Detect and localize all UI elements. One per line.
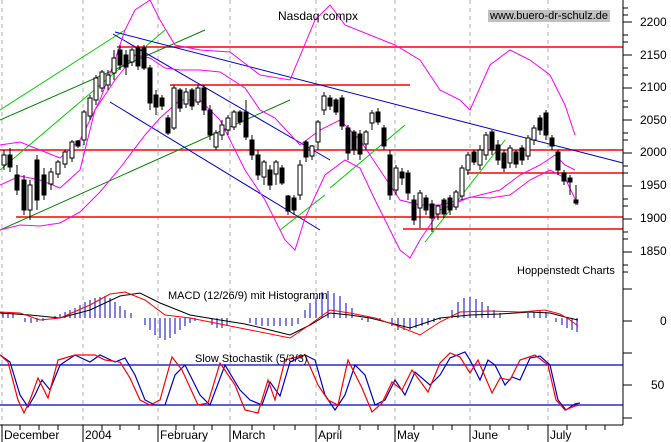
x-tick-june: June: [472, 428, 499, 442]
macd-title: MACD (12/26/9) mit Histogramm: [168, 290, 328, 302]
x-tick-march: March: [232, 428, 266, 442]
y-tick-2200: 2200: [640, 15, 667, 29]
right-axis: [622, 0, 632, 425]
x-tick-may: May: [397, 428, 420, 442]
y-tick-1900: 1900: [640, 211, 667, 225]
y-tick-1950: 1950: [640, 178, 667, 192]
stoch-reference-lines: [0, 364, 623, 406]
x-tick-april: April: [318, 428, 343, 442]
macd-histogram: [2, 291, 578, 340]
chart-title: Nasdaq compx: [278, 9, 359, 23]
stoch-percent-d: [0, 351, 581, 412]
bottom-axis: [0, 424, 623, 442]
month-gridlines: [1, 0, 549, 425]
macd-line: [0, 291, 579, 339]
bollinger-bands: [0, 0, 579, 259]
y-tick-2050: 2050: [640, 113, 667, 127]
x-tick-february: February: [160, 428, 209, 442]
bottom-axis-minor-ticks: [19, 425, 606, 430]
y-tick-2100: 2100: [640, 80, 667, 94]
x-tick-december: December: [4, 428, 60, 442]
watermark-url: www.buero-dr-schulz.de: [488, 10, 610, 22]
candlesticks: [1, 45, 579, 232]
green-trendlines: [0, 29, 506, 243]
y-tick-macd-zero: 0: [660, 314, 667, 328]
y-tick-1850: 1850: [640, 244, 667, 258]
source-label: Hoppenstedt Charts: [517, 265, 615, 277]
y-tick-2150: 2150: [640, 48, 667, 62]
y-tick-stoch-50: 50: [651, 378, 665, 392]
x-tick-2004: 2004: [85, 428, 112, 442]
x-tick-july: July: [550, 428, 572, 442]
stoch-percent-k: [0, 352, 581, 415]
y-tick-2000: 2000: [640, 145, 667, 159]
stoch-title: Slow Stochastik (5/3/3): [195, 353, 308, 365]
right-axis-minor-ticks: [623, 7, 628, 273]
